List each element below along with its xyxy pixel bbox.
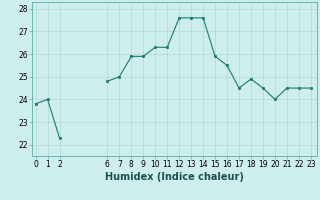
X-axis label: Humidex (Indice chaleur): Humidex (Indice chaleur)	[105, 172, 244, 182]
